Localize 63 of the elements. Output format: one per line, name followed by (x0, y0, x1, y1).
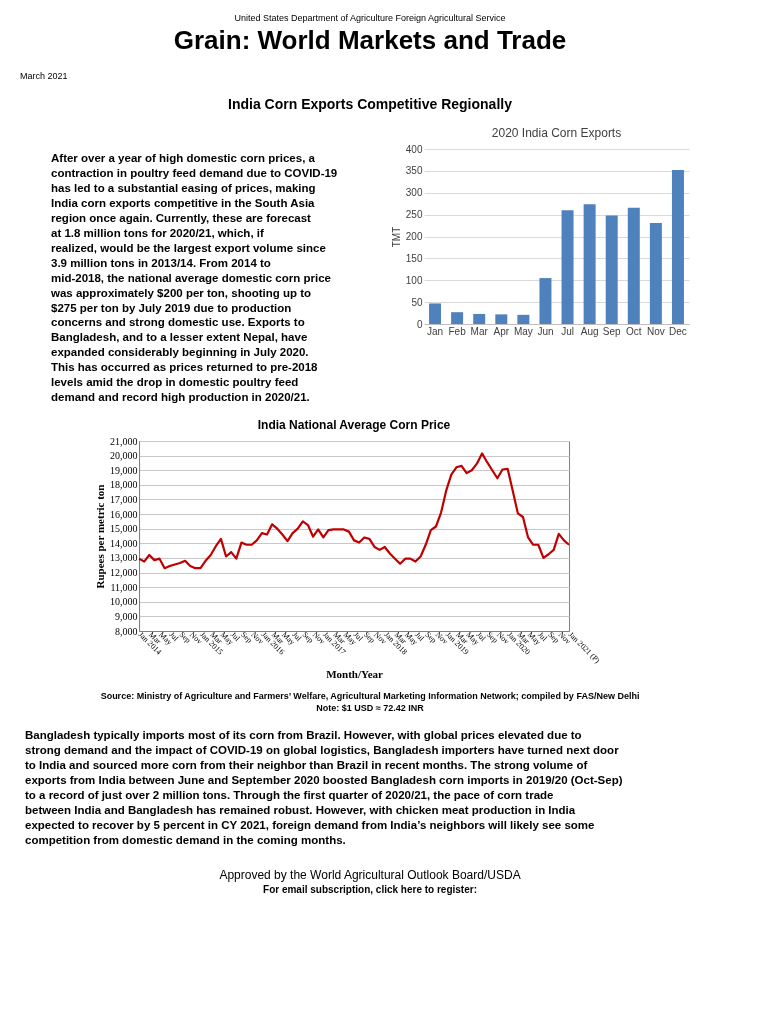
chart-title: India National Average Corn Price (257, 418, 451, 432)
x-axis-title: Month/Year (326, 667, 384, 680)
bar (583, 204, 596, 324)
y-tick-label: 0 (416, 318, 423, 330)
x-tick-label: Jul (561, 325, 574, 337)
y-tick-label: 10,000 (110, 596, 138, 608)
y-tick-label: 13,000 (110, 552, 138, 564)
y-tick-label: 100 (405, 274, 423, 286)
bar (649, 222, 662, 324)
y-tick-label: 14,000 (110, 537, 138, 549)
bar (429, 303, 442, 324)
chart-title: 2020 India Corn Exports (491, 126, 622, 140)
y-tick-label: 200 (405, 231, 423, 242)
bar (539, 278, 552, 324)
line-series (137, 452, 571, 570)
y-axis-title: TMT (390, 226, 402, 248)
text: March 2021 (20, 70, 68, 81)
y-tick-label: 50 (411, 296, 423, 308)
bar (627, 207, 640, 324)
y-tick-label: 18,000 (110, 479, 138, 491)
y-tick-label: 300 (405, 187, 423, 199)
text: After over a year of high domestic corn prices, a contraction in poultry feed demand due to COVID-19 has led to a substantial easing of prices, making India corn exports competitive in the South Asia region once again. Currently, these are forecast at 1.8 million tons for 2020/21, which, if realized, would be the largest export volume since 3.9 million tons in 2013/14. From 2014 to mid-2018, the national average domestic corn price was approximately $200 per ton, shooting up to $275 per ton by July 2019 due to production concerns and strong domestic use. Exports to Bangladesh, and to a lesser extent Nepal, have expanded considerably beginning in July 2020. This has occurred as prices returned to pre-2018 levels amid the drop in domestic poultry feed demand and record high production in 2020/21. (51, 152, 338, 404)
x-tick-label: Apr (493, 325, 510, 337)
x-tick-label: Oct (626, 325, 642, 337)
bar (671, 170, 684, 324)
y-tick-label: 150 (405, 252, 423, 264)
x-tick-label: May (513, 325, 533, 337)
bar (495, 314, 508, 324)
y-tick-label: 8,000 (115, 625, 138, 637)
y-tick-label: 20,000 (110, 450, 138, 462)
x-tick-label: Jun (537, 325, 554, 337)
bar (605, 215, 618, 324)
text: India Corn Exports Competitive Regionally (228, 96, 513, 112)
y-tick-label: 19,000 (110, 464, 138, 476)
y-tick-label: 11,000 (110, 581, 138, 593)
y-tick-label: 21,000 (110, 435, 138, 447)
x-tick-label: Feb (448, 325, 467, 337)
y-tick-label: 400 (405, 143, 423, 155)
y-tick-label: 16,000 (110, 508, 138, 520)
x-tick-label: Sep (602, 325, 622, 337)
y-tick-label: 250 (405, 209, 423, 221)
text: Bangladesh typically imports most of its corn from Brazil. However, with global prices elevated due to strong demand and the impact of COVID-19 on global logistics, Bangladesh importers have turned next door to India and sourced more corn from their neighbor than Brazil in recent months. The strong volume of exports from India between June and September 2020 boosted Bangladesh corn imports in 2019/20 (Oct-Sep) to a record of just over 2 million tons. Through the first quarter of 2020/21, the pace of corn trade between India and Bangladesh has remained robust. However, with chicken meat production in India expected to recover by 5 percent in CY 2021, foreign demand from India’s neighbors will likely see some competition from domestic demand in the coming months. (25, 729, 623, 846)
x-tick-label: Nov (646, 325, 665, 337)
bar (517, 314, 530, 324)
text: Approved by the World Agricultural Outlook Board/USDA (219, 867, 521, 882)
y-tick-label: 17,000 (110, 493, 138, 505)
y-tick-label: 350 (405, 165, 423, 177)
y-tick-label: 15,000 (110, 523, 138, 535)
bar (473, 313, 486, 324)
y-tick-label: 12,000 (110, 567, 138, 579)
bar (451, 312, 464, 324)
text: Note: $1 USD ≈ 72.42 INR (316, 702, 425, 713)
bar (561, 210, 574, 324)
x-tick-label: Jan (426, 325, 444, 337)
text: For email subscription, click here to register: (263, 884, 477, 896)
text: United States Department of Agriculture Foreign Agricultural Service (234, 13, 506, 23)
text: Grain: World Markets and Trade (173, 24, 567, 55)
source-note: Source: Ministry of Agriculture and Farmers’ Welfare, Agricultural Marketing Information Network; compiled by FAS/New Delhi (100, 691, 640, 701)
y-tick-label: 9,000 (115, 610, 138, 622)
y-axis-title: Rupees per metric ton (94, 484, 107, 589)
x-tick-label: Aug (580, 325, 599, 337)
x-tick-label: Mar (470, 325, 489, 337)
x-tick-label: Dec (669, 325, 687, 337)
